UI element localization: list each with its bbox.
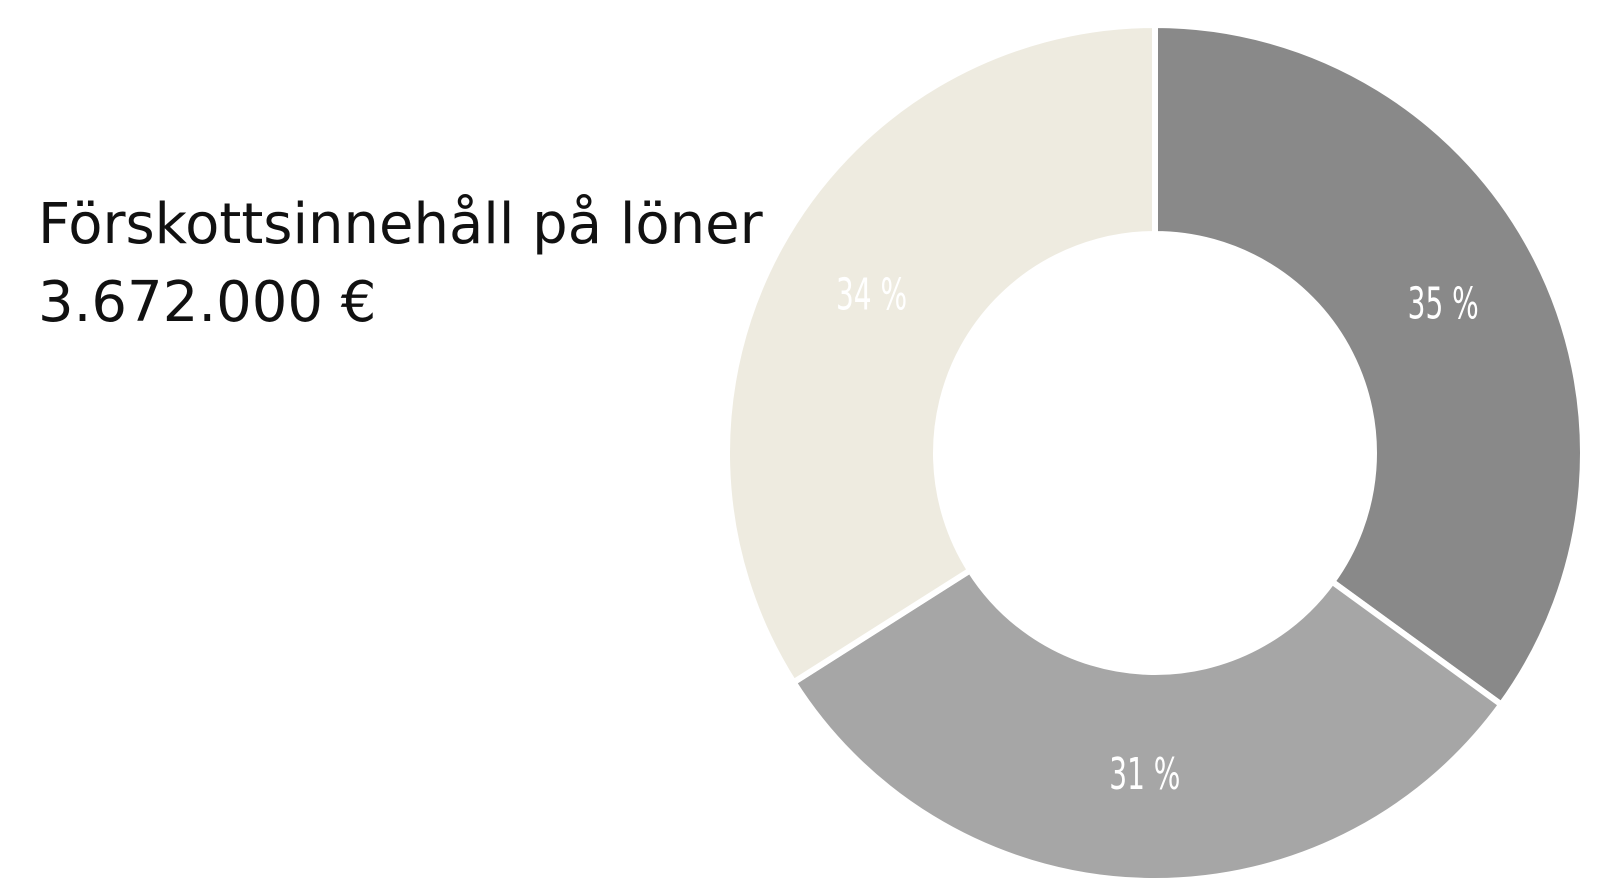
donut-segment (724, 21, 1158, 687)
value-label: 31 % (1109, 748, 1180, 799)
donut-segment (1152, 21, 1586, 709)
chart-title: Förskottsinnehåll på löner (38, 192, 764, 257)
chart-subtitle: 3.672.000 € (38, 270, 376, 335)
donut-segment (789, 566, 1506, 884)
value-label: 35 % (1408, 278, 1479, 329)
value-label: 34 % (836, 269, 907, 320)
